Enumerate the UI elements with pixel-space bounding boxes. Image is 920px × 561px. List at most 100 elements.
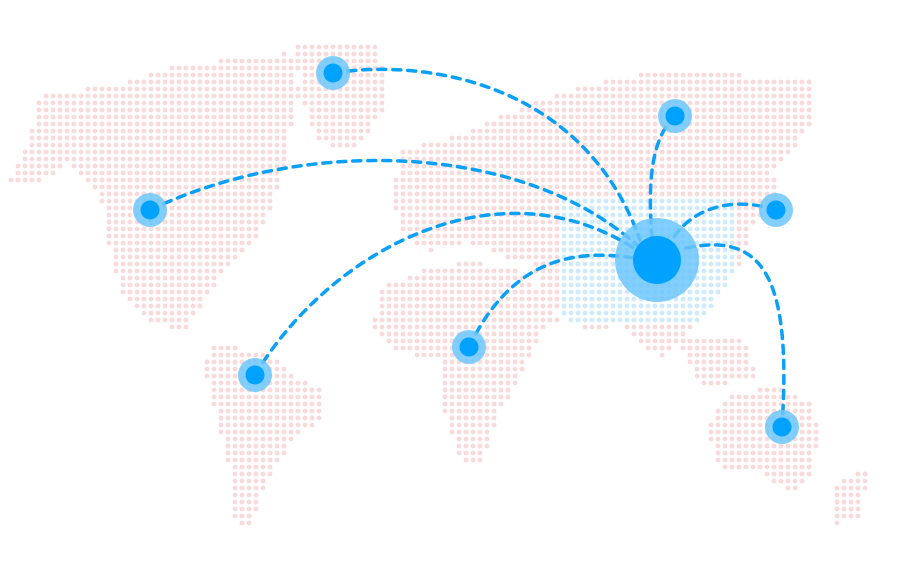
land-dot bbox=[36, 135, 42, 141]
connection-route bbox=[148, 158, 640, 248]
land-dot bbox=[400, 289, 406, 295]
land-dot bbox=[155, 72, 161, 78]
land-dot bbox=[547, 296, 553, 302]
land-dot bbox=[197, 226, 203, 232]
land-dot bbox=[113, 191, 119, 197]
land-dot bbox=[309, 65, 315, 71]
land-dot bbox=[694, 184, 700, 190]
land-dot bbox=[358, 58, 364, 64]
land-dot bbox=[414, 163, 420, 169]
location-node[interactable] bbox=[658, 99, 692, 133]
land-dot bbox=[778, 142, 784, 148]
land-dot bbox=[687, 184, 693, 190]
land-dot bbox=[701, 170, 707, 176]
land-dot bbox=[169, 79, 175, 85]
land-dot bbox=[106, 86, 112, 92]
land-dot bbox=[169, 268, 175, 274]
land-dot bbox=[652, 331, 658, 337]
land-dot bbox=[183, 205, 189, 211]
land-dot bbox=[519, 226, 525, 232]
land-dot bbox=[225, 65, 231, 71]
land-dot bbox=[701, 352, 707, 358]
land-dot bbox=[477, 422, 483, 428]
land-dot bbox=[673, 191, 679, 197]
land-dot bbox=[491, 268, 497, 274]
location-node[interactable] bbox=[765, 410, 799, 444]
land-dot bbox=[29, 149, 35, 155]
highlight-dot bbox=[729, 240, 735, 246]
land-dot bbox=[673, 163, 679, 169]
land-dot bbox=[435, 142, 441, 148]
location-node[interactable] bbox=[759, 193, 793, 227]
land-dot bbox=[183, 282, 189, 288]
land-dot bbox=[183, 219, 189, 225]
location-node[interactable] bbox=[452, 330, 486, 364]
land-dot bbox=[141, 268, 147, 274]
land-dot bbox=[274, 422, 280, 428]
land-dot bbox=[722, 366, 728, 372]
land-dot bbox=[218, 72, 224, 78]
land-dot bbox=[456, 135, 462, 141]
land-dot bbox=[477, 310, 483, 316]
land-dot bbox=[512, 310, 518, 316]
land-dot bbox=[64, 107, 70, 113]
land-dot bbox=[267, 79, 273, 85]
land-dot bbox=[547, 282, 553, 288]
land-dot bbox=[127, 100, 133, 106]
highlight-dot bbox=[617, 205, 623, 211]
hub-node[interactable] bbox=[615, 218, 699, 302]
land-dot bbox=[134, 79, 140, 85]
land-dot bbox=[743, 86, 749, 92]
land-dot bbox=[176, 198, 182, 204]
land-dot bbox=[484, 443, 490, 449]
land-dot bbox=[645, 163, 651, 169]
land-dot bbox=[176, 107, 182, 113]
land-dot bbox=[505, 317, 511, 323]
land-dot bbox=[456, 296, 462, 302]
land-dot bbox=[659, 149, 665, 155]
land-dot bbox=[141, 184, 147, 190]
land-dot bbox=[197, 254, 203, 260]
land-dot bbox=[393, 289, 399, 295]
land-dot bbox=[540, 247, 546, 253]
land-dot bbox=[491, 205, 497, 211]
land-dot bbox=[519, 191, 525, 197]
land-dot bbox=[708, 170, 714, 176]
land-dot bbox=[533, 303, 539, 309]
land-dot bbox=[267, 177, 273, 183]
land-dot bbox=[547, 170, 553, 176]
land-dot bbox=[148, 282, 154, 288]
highlight-dot bbox=[673, 310, 679, 316]
location-node[interactable] bbox=[316, 56, 350, 90]
location-node[interactable] bbox=[238, 358, 272, 392]
land-dot bbox=[666, 184, 672, 190]
land-dot bbox=[498, 226, 504, 232]
land-dot bbox=[701, 366, 707, 372]
land-dot bbox=[344, 51, 350, 57]
land-dot bbox=[281, 121, 287, 127]
land-dot bbox=[575, 86, 581, 92]
land-dot bbox=[253, 121, 259, 127]
land-dot bbox=[694, 170, 700, 176]
land-dot bbox=[736, 457, 742, 463]
land-dot bbox=[750, 198, 756, 204]
land-dot bbox=[526, 128, 532, 134]
highlight-dot bbox=[659, 317, 665, 323]
land-dot bbox=[470, 415, 476, 421]
land-dot bbox=[99, 128, 105, 134]
highlight-dot bbox=[603, 247, 609, 253]
land-dot bbox=[442, 373, 448, 379]
land-dot bbox=[365, 93, 371, 99]
land-dot bbox=[176, 282, 182, 288]
highlight-dot bbox=[589, 205, 595, 211]
highlight-dot bbox=[575, 303, 581, 309]
land-dot bbox=[484, 373, 490, 379]
highlight-dot bbox=[694, 282, 700, 288]
land-dot bbox=[393, 282, 399, 288]
land-dot bbox=[554, 275, 560, 281]
land-dot bbox=[421, 233, 427, 239]
land-dot bbox=[533, 219, 539, 225]
land-dot bbox=[274, 408, 280, 414]
land-dot bbox=[169, 86, 175, 92]
location-node[interactable] bbox=[133, 193, 167, 227]
